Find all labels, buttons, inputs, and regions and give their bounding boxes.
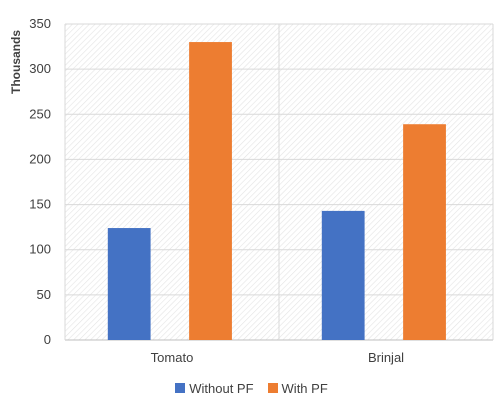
y-tick-label: 300 <box>29 61 51 76</box>
legend-label-without-pf: Without PF <box>189 380 254 396</box>
y-axis-label: Thousands <box>9 30 23 94</box>
bar-without-pf-tomato <box>107 228 151 340</box>
bars <box>107 42 446 341</box>
y-tick-label: 0 <box>44 332 51 347</box>
legend-swatch-without-pf <box>175 383 186 393</box>
x-category-label: Tomato <box>151 350 194 365</box>
y-tick-label: 100 <box>29 242 51 257</box>
y-axis-ticks: 0 50 100 150 200 250 300 350 <box>29 16 51 347</box>
legend-label-with-pf: With PF <box>281 380 328 396</box>
legend-swatch-with-pf <box>267 383 278 393</box>
legend-item-without-pf: Without PF <box>175 380 254 396</box>
bar-chart: 0 50 100 150 200 250 300 350 Tomato Brinjal Thou… <box>9 16 494 365</box>
x-axis-categories: Tomato Brinjal <box>151 350 404 365</box>
bar-without-pf-brinjal <box>321 210 365 340</box>
y-tick-label: 150 <box>29 197 51 212</box>
x-category-label: Brinjal <box>368 350 404 365</box>
legend: Without PF With PF <box>0 378 503 398</box>
legend-item-with-pf: With PF <box>267 380 328 396</box>
bar-with-pf-tomato <box>189 42 232 341</box>
y-tick-label: 200 <box>29 151 51 166</box>
y-tick-label: 350 <box>29 16 51 31</box>
bar-with-pf-brinjal <box>403 124 446 341</box>
y-tick-label: 50 <box>37 287 51 302</box>
y-tick-label: 250 <box>29 106 51 121</box>
